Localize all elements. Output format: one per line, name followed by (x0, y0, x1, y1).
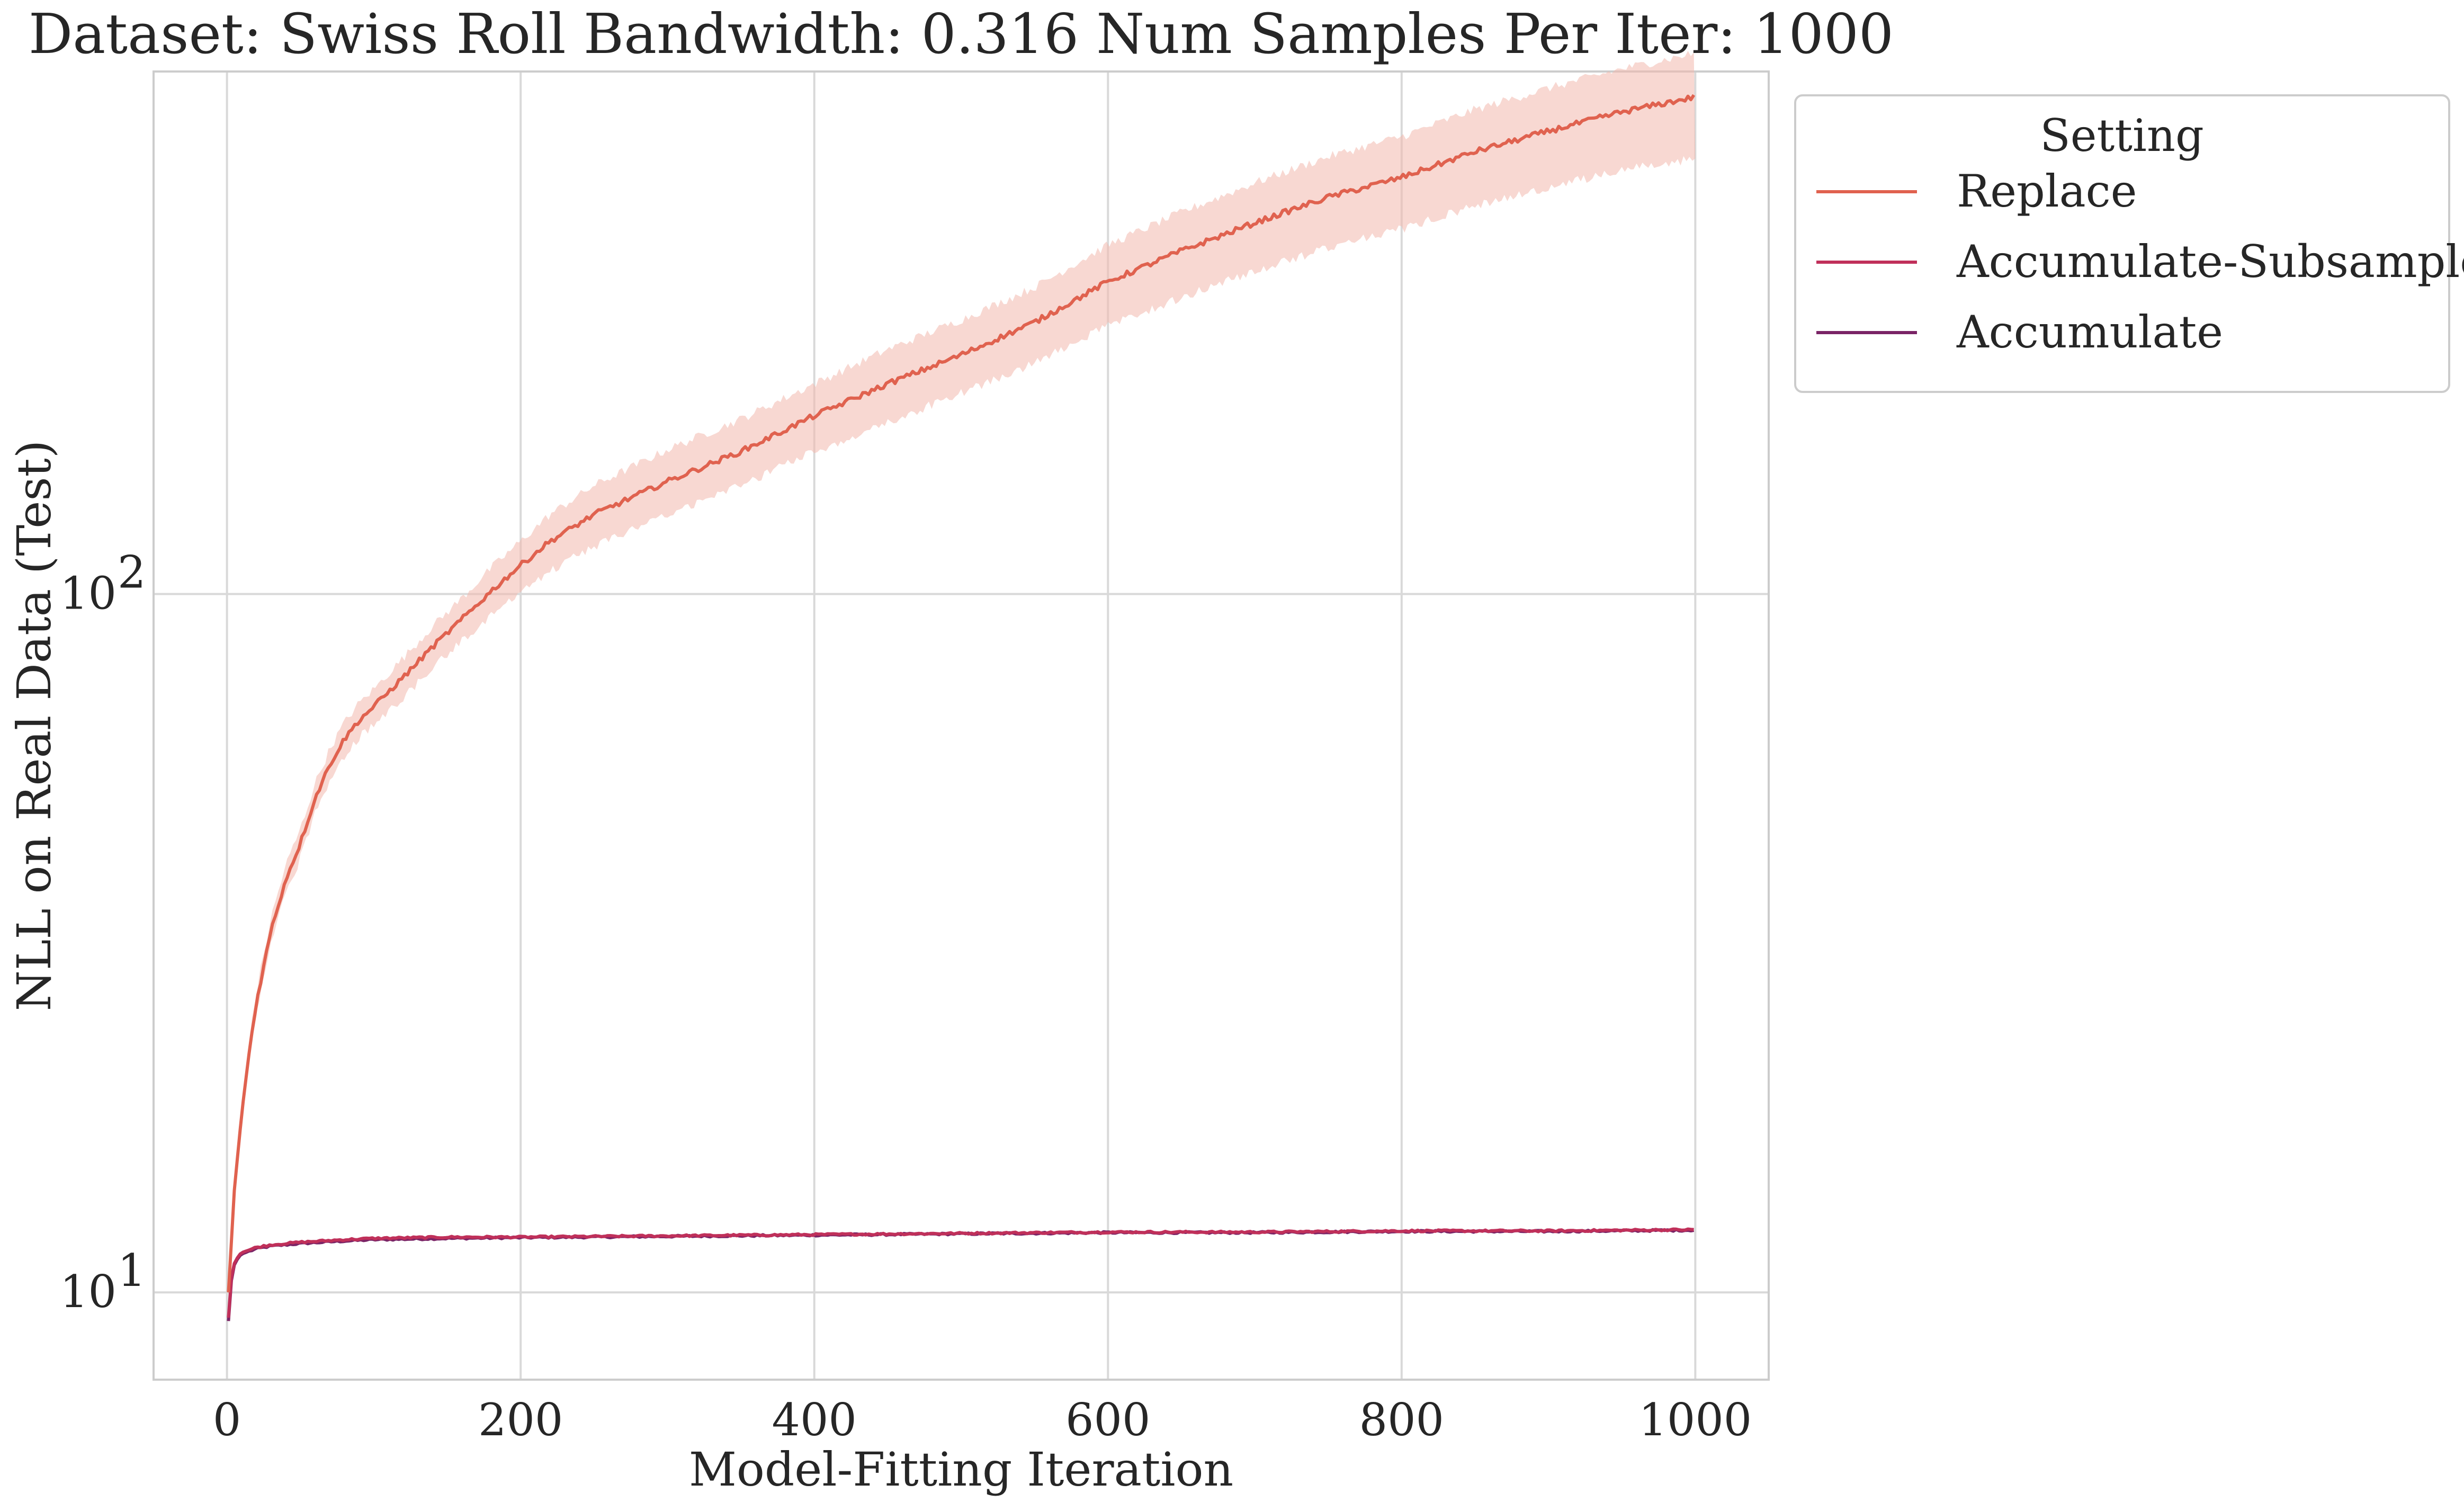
legend-label-replace: Replace (1957, 165, 2137, 217)
y-axis-label: NLL on Real Data (Test) (7, 440, 61, 1011)
x-tick-label: 200 (478, 1394, 563, 1446)
plot-area (153, 70, 1770, 1381)
legend-title: Setting (2040, 110, 2204, 162)
series-lines (227, 94, 1696, 1321)
replace-confidence-band (228, 51, 1696, 1292)
accumulate-subsample-line (227, 1227, 1694, 1318)
grid (154, 71, 1769, 1380)
legend-label-accumulate: Accumulate (1956, 306, 2223, 358)
y-tick-label: 10 (60, 568, 117, 620)
x-tick-label: 800 (1359, 1394, 1444, 1446)
y-tick-exponent: 2 (118, 547, 146, 598)
x-tick-label: 1000 (1638, 1394, 1752, 1446)
confidence-bands (228, 51, 1696, 1292)
replace-line (227, 94, 1696, 1293)
legend-frame (1794, 94, 2450, 393)
x-tick-label: 600 (1065, 1394, 1150, 1446)
x-tick-label: 0 (213, 1394, 241, 1446)
x-tick-label: 400 (772, 1394, 857, 1446)
x-axis-label: Model-Fitting Iteration (689, 1442, 1233, 1497)
x-tick-labels: 0 200 400 600 800 1000 (213, 1394, 1752, 1446)
accumulate-line (227, 1228, 1695, 1321)
y-tick-exponent: 1 (118, 1245, 146, 1297)
legend-label-accumulate-subsample: Accumulate-Subsample (1956, 236, 2464, 288)
chart-title: Dataset: Swiss Roll Bandwidth: 0.316 Num… (29, 2, 1894, 66)
legend: Setting Replace Accumulate-Subsample Accum… (1794, 94, 2464, 393)
y-tick-label: 10 (60, 1266, 117, 1318)
